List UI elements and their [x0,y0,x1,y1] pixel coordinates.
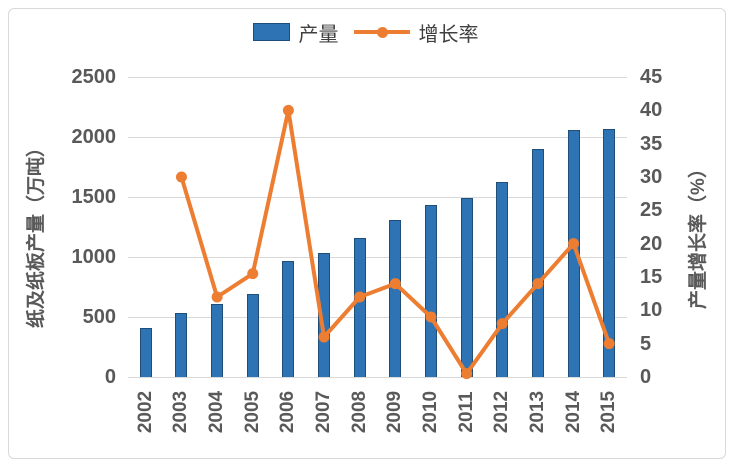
left-axis-tick-label: 2000 [71,126,117,148]
production-bar-2013 [531,149,544,377]
x-axis-tick-label: 2003 [170,390,192,434]
gridline [128,196,627,198]
gridline [128,376,627,378]
left-axis-tick-label: 2500 [71,66,117,88]
right-axis-tick-label: 0 [640,366,652,388]
x-axis-tick-label: 2012 [491,390,513,434]
production-legend-swatch [252,23,290,41]
x-axis-tick-label: 2009 [384,390,406,434]
production-bar-2006 [282,260,295,377]
right-axis-tick-label: 20 [640,232,663,255]
right-axis-tick-label: 25 [640,199,663,222]
legend-dot-icon [376,27,388,38]
left-axis-tick-label: 0 [104,366,116,388]
right-axis-tick-label: 5 [640,332,652,355]
left-axis-title: 纸及纸板产量（万吨） [26,138,47,329]
production-bar-2005 [246,293,259,377]
x-axis-tick-label: 2015 [598,390,620,434]
right-axis-tick-label: 15 [640,266,663,288]
production-bar-2004 [211,304,224,377]
growth-legend-swatch [353,26,410,38]
production-bar-2002 [139,327,152,377]
production-bar-2012 [496,182,509,377]
right-axis-tick-label: 30 [640,166,663,188]
right-axis-tick-label: 40 [640,99,663,122]
production-bar-2015 [603,129,616,377]
production-bar-2008 [353,237,366,377]
gridline [128,256,627,258]
gridline [128,76,627,78]
production-bar-2010 [424,205,437,377]
production-bar-2011 [460,197,473,377]
x-axis-tick-label: 2008 [348,390,370,434]
x-axis-tick-label: 2007 [313,390,335,434]
x-axis-tick-label: 2002 [134,390,156,434]
x-axis-tick-label: 2006 [277,390,299,434]
legend: 产量 增长率 [0,20,731,46]
production-bar-2009 [389,219,402,377]
production-bar-2014 [567,130,580,377]
x-axis-tick-label: 2010 [419,390,441,434]
x-axis-tick-label: 2004 [206,390,228,434]
x-axis-tick-label: 2011 [455,391,477,433]
right-axis-tick-label: 35 [640,132,663,155]
left-axis-tick-label: 500 [82,306,116,328]
production-bar-2003 [175,312,188,377]
x-axis-tick-label: 2005 [241,390,263,434]
gridline [128,316,627,318]
legend-label-production: 产量 [298,23,339,46]
x-axis-tick-label: 2013 [526,390,548,434]
production-bar-2007 [318,253,331,377]
left-axis-tick-label: 1500 [71,186,117,208]
right-axis-tick-label: 10 [640,299,663,322]
x-axis-tick-label: 2014 [562,390,584,434]
legend-label-growth: 增长率 [418,23,479,46]
right-axis-tick-label: 45 [640,66,663,88]
gridline [128,136,627,138]
left-axis-tick-label: 1000 [71,246,117,268]
